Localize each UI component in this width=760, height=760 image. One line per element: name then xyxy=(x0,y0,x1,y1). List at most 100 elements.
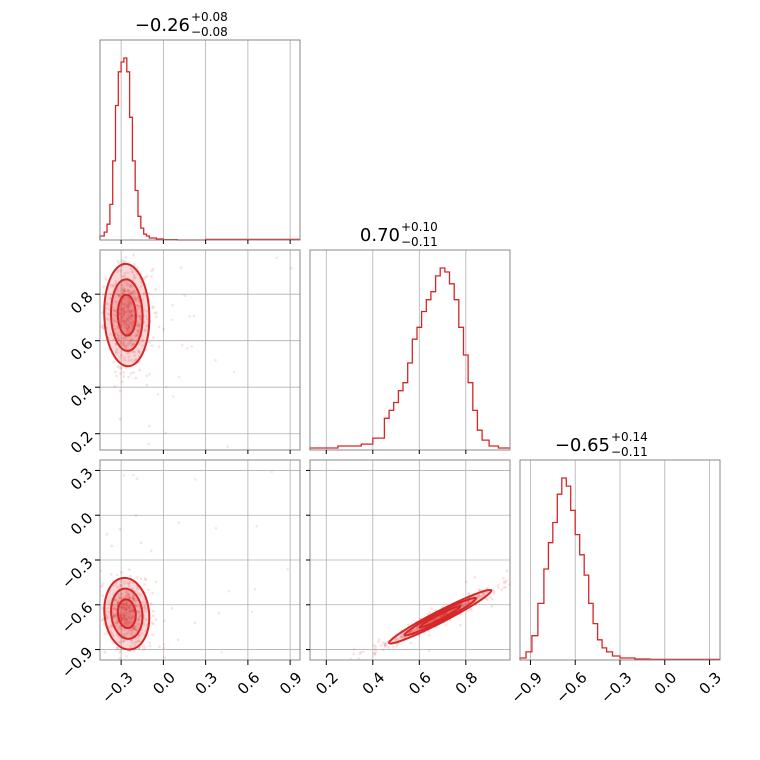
scatter-point xyxy=(149,549,153,553)
scatter-point xyxy=(127,582,131,586)
scatter-point xyxy=(140,631,144,635)
scatter-point xyxy=(123,358,127,362)
scatter-point xyxy=(381,641,385,644)
scatter-point xyxy=(129,644,133,648)
scatter-point xyxy=(134,297,138,300)
param-title-plus: +0.10 xyxy=(401,220,438,234)
scatter-point xyxy=(502,586,506,590)
scatter-point xyxy=(137,332,141,335)
scatter-point xyxy=(118,527,122,531)
scatter-point xyxy=(122,582,126,586)
scatter-point xyxy=(135,477,139,481)
scatter-point xyxy=(122,297,125,301)
contour-level-3 xyxy=(116,293,137,337)
scatter-point xyxy=(150,275,153,278)
scatter-point xyxy=(131,639,134,643)
histogram-2 xyxy=(519,477,720,661)
scatter-point xyxy=(126,620,130,623)
frame-layer xyxy=(95,39,721,665)
scatter-point xyxy=(358,652,362,656)
scatter-point xyxy=(144,223,147,226)
scatter-point xyxy=(145,348,148,351)
scatter-point xyxy=(181,343,184,347)
scatter-point xyxy=(118,651,122,654)
scatter-point xyxy=(359,650,363,654)
scatter-point xyxy=(114,598,118,602)
panel-frame xyxy=(99,39,301,241)
scatter-point xyxy=(120,319,123,323)
scatter-point xyxy=(377,640,380,644)
scatter-point xyxy=(112,634,115,638)
scatter-point xyxy=(253,587,257,591)
scatter-point xyxy=(119,614,123,617)
scatter-point xyxy=(109,292,113,296)
scatter-point xyxy=(148,340,151,344)
scatter-point xyxy=(129,292,133,296)
scatter-point xyxy=(477,593,480,597)
grid-layer xyxy=(100,40,710,660)
scatter-point xyxy=(133,625,137,628)
scatter-point xyxy=(121,314,125,318)
scatter-point xyxy=(194,478,197,481)
param-title-value: 0.70 xyxy=(360,225,400,246)
scatter-point xyxy=(100,606,104,610)
scatter-point xyxy=(118,389,122,393)
scatter-point xyxy=(134,624,138,627)
scatter-point xyxy=(126,288,130,292)
scatter-point xyxy=(127,342,131,346)
scatter-point xyxy=(112,309,116,313)
y-tick-label: 0.8 xyxy=(67,288,97,318)
scatter-point xyxy=(503,581,506,585)
scatter-point xyxy=(141,344,145,347)
scatter-point xyxy=(427,633,431,637)
scatter-point xyxy=(138,304,142,308)
scatter-point xyxy=(128,580,132,584)
scatter-point xyxy=(124,345,128,349)
scatter-point xyxy=(447,610,451,614)
scatter-point xyxy=(93,601,96,604)
scatter-point xyxy=(135,628,138,632)
scatter-point xyxy=(109,283,112,287)
scatter-point xyxy=(270,470,273,474)
scatter-point xyxy=(131,308,135,312)
scatter-point xyxy=(477,595,481,599)
scatter-point xyxy=(123,296,127,300)
scatter-point xyxy=(124,623,127,627)
scatter-point xyxy=(125,602,129,606)
scatter-point xyxy=(220,707,223,710)
scatter-point xyxy=(135,628,139,632)
scatter-point xyxy=(107,601,111,605)
scatter-point xyxy=(399,636,403,639)
scatter-point xyxy=(124,632,128,636)
scatter-point xyxy=(121,286,125,290)
scatter-point xyxy=(97,258,100,261)
scatter-point xyxy=(302,672,305,675)
scatter-point xyxy=(121,308,125,311)
scatter-point xyxy=(132,263,136,266)
scatter-point xyxy=(374,645,377,649)
scatter-point xyxy=(131,597,135,600)
scatter-point xyxy=(116,646,120,650)
scatter-point xyxy=(94,617,97,620)
scatter-point xyxy=(349,657,352,660)
scatter-point xyxy=(115,646,119,650)
scatter-point xyxy=(431,619,435,622)
scatter-point xyxy=(104,277,108,281)
scatter-point xyxy=(125,589,129,593)
scatter-point xyxy=(179,266,183,270)
scatter-point xyxy=(127,303,131,307)
scatter-point xyxy=(151,306,155,310)
scatter-point xyxy=(118,366,122,370)
scatter-point xyxy=(122,290,126,293)
scatter-point xyxy=(134,299,138,303)
x-tick-label: −0.3 xyxy=(597,668,635,706)
scatter-point xyxy=(123,289,127,293)
scatter-point xyxy=(105,307,109,310)
scatter-point xyxy=(145,675,148,678)
scatter-point xyxy=(121,310,125,313)
scatter-point xyxy=(373,652,377,655)
scatter-point xyxy=(139,577,143,581)
scatter-point xyxy=(121,312,125,316)
scatter-point xyxy=(116,326,120,330)
scatter-point xyxy=(145,309,149,313)
